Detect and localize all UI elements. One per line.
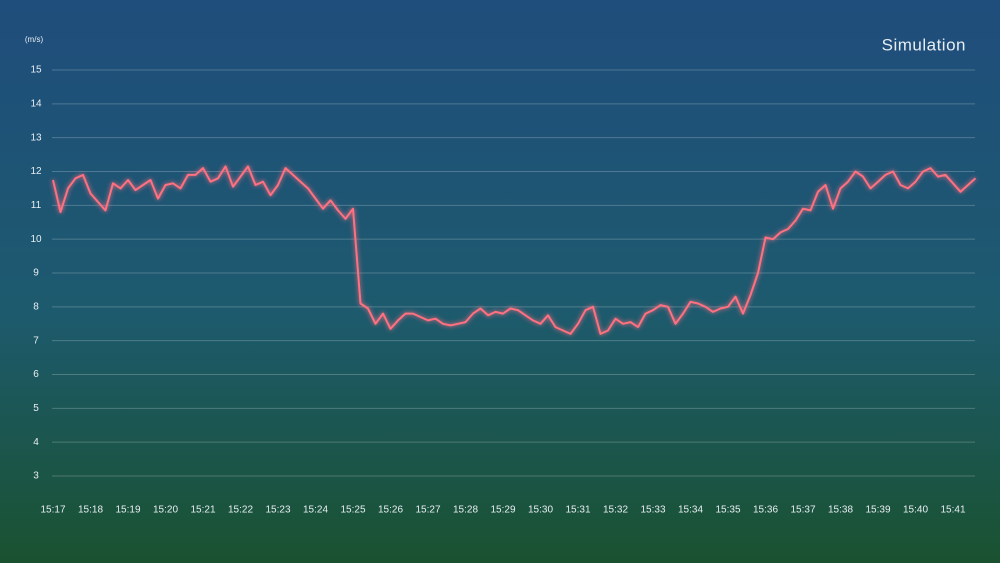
y-tick-label: 9: [33, 268, 39, 279]
y-axis-label: (m/s): [25, 35, 44, 44]
y-tick-label: 3: [33, 471, 39, 482]
x-tick-label: 15:31: [565, 505, 590, 516]
y-tick-label: 15: [30, 65, 42, 76]
x-tick-label: 15:25: [340, 505, 365, 516]
x-tick-label: 15:29: [490, 505, 515, 516]
x-tick-label: 15:35: [715, 505, 740, 516]
x-tick-label: 15:30: [528, 505, 553, 516]
y-tick-label: 5: [33, 403, 39, 414]
chart-title: Simulation: [882, 35, 966, 54]
y-tick-label: 11: [31, 200, 42, 211]
x-tick-label: 15:38: [828, 505, 853, 516]
x-tick-label: 15:19: [115, 505, 140, 516]
y-tick-label: 7: [33, 335, 39, 346]
x-tick-label: 15:41: [940, 505, 965, 516]
x-tick-label: 15:36: [753, 505, 778, 516]
x-tick-label: 15:22: [228, 505, 253, 516]
x-tick-label: 15:18: [78, 505, 103, 516]
x-tick-label: 15:33: [640, 505, 665, 516]
y-tick-label: 12: [30, 166, 42, 177]
y-tick-label: 14: [30, 98, 42, 109]
x-tick-label: 15:23: [265, 505, 290, 516]
x-tick-label: 15:39: [865, 505, 890, 516]
y-tick-label: 4: [33, 437, 39, 448]
x-tick-label: 15:24: [303, 505, 328, 516]
x-tick-label: 15:20: [153, 505, 178, 516]
x-tick-label: 15:17: [40, 505, 65, 516]
x-tick-label: 15:34: [678, 505, 703, 516]
x-tick-label: 15:32: [603, 505, 628, 516]
data-line: [52, 165, 977, 335]
y-tick-label: 10: [30, 234, 42, 245]
x-tick-label: 15:40: [903, 505, 928, 516]
x-tick-label: 15:21: [190, 505, 215, 516]
x-tick-label: 15:37: [790, 505, 815, 516]
x-tick-label: 15:26: [378, 505, 403, 516]
x-tick-label: 15:28: [453, 505, 478, 516]
y-tick-label: 8: [33, 301, 39, 312]
y-tick-label: 6: [33, 369, 39, 380]
x-tick-label: 15:27: [415, 505, 440, 516]
y-tick-label: 13: [30, 132, 42, 143]
